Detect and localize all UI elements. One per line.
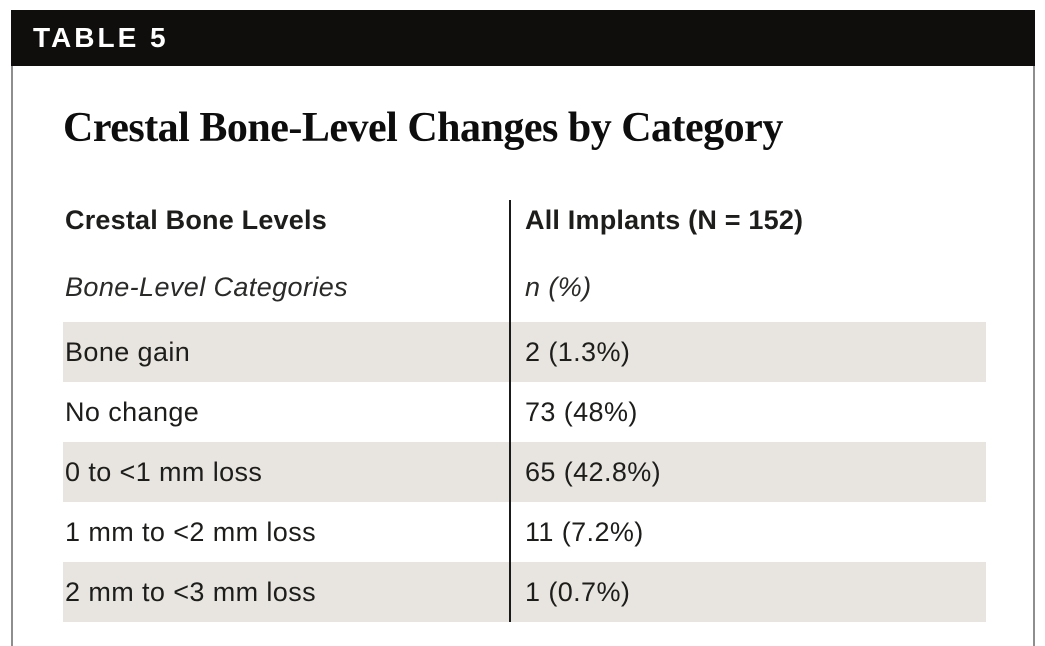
value-cell: 11 (7.2%) (525, 516, 644, 547)
table-row: 1 mm to <2 mm loss 11 (7.2%) (63, 502, 986, 562)
data-table: Crestal Bone Levels All Implants (N = 15… (63, 188, 986, 622)
table-number-label: TABLE 5 (33, 22, 169, 53)
table-card: Crestal Bone-Level Changes by Category C… (11, 66, 1035, 646)
table-body: Bone gain 2 (1.3%) No change 73 (48%) 0 to <… (63, 322, 986, 622)
table-number-banner: TABLE 5 (11, 10, 1035, 66)
value-cell: 1 (0.7%) (525, 576, 631, 607)
value-cell: 65 (42.8%) (525, 456, 662, 487)
category-cell: 2 mm to <3 mm loss (65, 576, 317, 607)
value-cell: 2 (1.3%) (525, 336, 631, 367)
table-header-row: Crestal Bone Levels All Implants (N = 15… (63, 188, 986, 252)
table-row: No change 73 (48%) (63, 382, 986, 442)
table-row: Bone gain 2 (1.3%) (63, 322, 986, 382)
table-title: Crestal Bone-Level Changes by Category (63, 105, 783, 151)
header-cell-all-implants: All Implants (N = 152) (525, 204, 804, 235)
column-divider-line (509, 200, 511, 622)
subheader-cell-n-percent: n (%) (525, 271, 592, 302)
table-row: 2 mm to <3 mm loss 1 (0.7%) (63, 562, 986, 622)
category-cell: Bone gain (65, 336, 191, 367)
header-cell-crestal-bone-levels: Crestal Bone Levels (65, 204, 327, 235)
value-cell: 73 (48%) (525, 396, 638, 427)
category-cell: 0 to <1 mm loss (65, 456, 263, 487)
category-cell: No change (65, 396, 200, 427)
subheader-cell-bone-level-categories: Bone-Level Categories (65, 271, 349, 302)
category-cell: 1 mm to <2 mm loss (65, 516, 317, 547)
table-subheader-row: Bone-Level Categories n (%) (63, 252, 986, 322)
table-row: 0 to <1 mm loss 65 (42.8%) (63, 442, 986, 502)
